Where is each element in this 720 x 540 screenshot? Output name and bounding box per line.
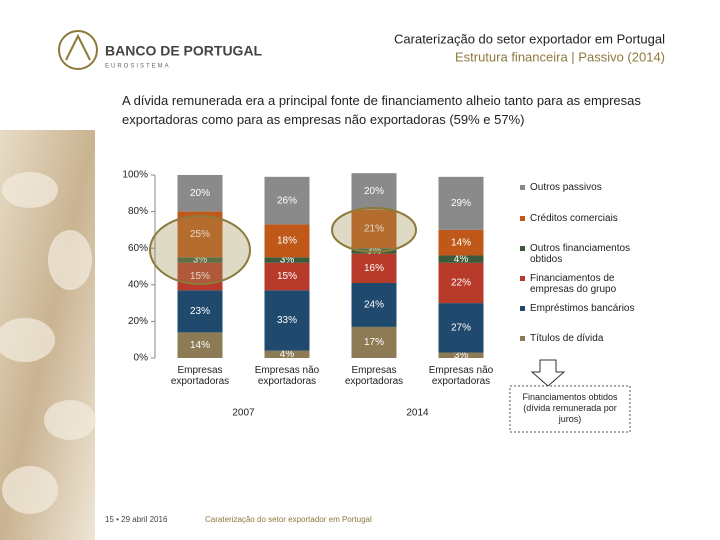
legend-swatch [520,246,525,251]
decor-shapes [0,172,96,514]
value-label: 3% [193,255,208,266]
bar-segment [177,332,223,358]
legend-swatch [520,276,525,281]
bar-segment [351,282,397,327]
bar-segment [351,173,397,210]
highlight [149,215,251,285]
logo [58,30,98,70]
highlight [331,207,417,253]
footer-page: 15 • 29 abril 2016 [105,515,168,524]
value-label: 23% [190,306,210,317]
header-subtitle: Estrutura financeira | Passivo (2014) [455,49,665,64]
y-tick-label: 100% [122,170,148,181]
bar-segment [264,257,310,263]
bar-segment [351,326,397,358]
bar-segment [177,257,223,263]
bar-segment [438,303,484,353]
bar-segment [438,176,484,230]
value-label: 4% [454,254,469,265]
headline: A dívida remunerada era a principal font… [122,93,641,127]
value-label: 27% [451,322,471,333]
x-tick-label: Empresas não exportadoras [254,365,320,387]
bar-segment [264,290,310,351]
annotation-box [509,385,631,433]
value-label: 20% [364,186,384,197]
annotation: Financiamentos obtidos (dívida remunerad… [522,392,618,424]
arrow [530,359,566,387]
bar-segment [177,290,223,333]
legend-label: Empréstimos bancários [530,303,635,314]
bar-segment [351,209,397,249]
legend-swatch [520,216,525,221]
bar-segment [351,248,397,254]
header-title: Caraterização do setor exportador em Por… [394,31,665,46]
y-tick-label: 80% [128,206,148,217]
logo-sub: EUROSISTEMA [105,64,171,70]
legend-label: Outros financiamentos obtidos [530,243,631,265]
group-label: 2014 [406,408,429,419]
value-label: 15% [190,271,210,282]
bar-segment [264,350,310,358]
y-tick-label: 40% [128,279,148,290]
value-label: 26% [277,195,297,206]
y-tick-label: 20% [128,316,148,327]
value-label: 14% [451,237,471,248]
value-label: 18% [277,236,297,247]
value-label: 17% [364,337,384,348]
bar-segment [177,175,223,212]
x-tick-label: Empresas exportadoras [344,365,404,387]
bar-segment [438,255,484,263]
logo-text: BANCO DE PORTUGAL [105,43,263,59]
value-label: 21% [364,224,384,235]
value-label: 4% [280,349,295,360]
value-label: 33% [277,315,297,326]
x-tick-label: Empresas não exportadoras [428,365,494,387]
bar-segment [438,352,484,358]
legend-swatch [520,185,525,190]
legend-label: Outros passivos [530,182,602,193]
bar-segment [177,262,223,291]
value-label: 29% [451,198,471,209]
legend-label: Créditos comerciais [530,213,618,224]
value-label: 3% [280,255,295,266]
bar-segment [264,224,310,258]
footer-text: Caraterização do setor exportador em Por… [205,515,372,524]
bar-segment [351,253,397,283]
value-label: 15% [277,271,297,282]
bar-segment [438,262,484,304]
value-label: 22% [451,278,471,289]
value-label: 25% [190,229,210,240]
value-label: 24% [364,300,384,311]
legend-swatch [520,306,525,311]
bar-segment [264,262,310,291]
legend-label: Títulos de dívida [530,333,604,344]
value-label: 14% [190,340,210,351]
group-label: 2007 [232,408,255,419]
legend-label: Financiamentos de empresas do grupo [530,273,617,295]
legend-swatch [520,336,525,341]
y-tick-label: 60% [128,243,148,254]
value-label: 16% [364,263,384,274]
bar-segment [438,229,484,256]
x-tick-label: Empresas exportadoras [170,365,230,387]
bar-segment [264,176,310,225]
y-tick-label: 0% [134,353,149,364]
value-label: 3% [454,350,469,361]
value-label: 20% [190,188,210,199]
bar-segment [177,211,223,258]
